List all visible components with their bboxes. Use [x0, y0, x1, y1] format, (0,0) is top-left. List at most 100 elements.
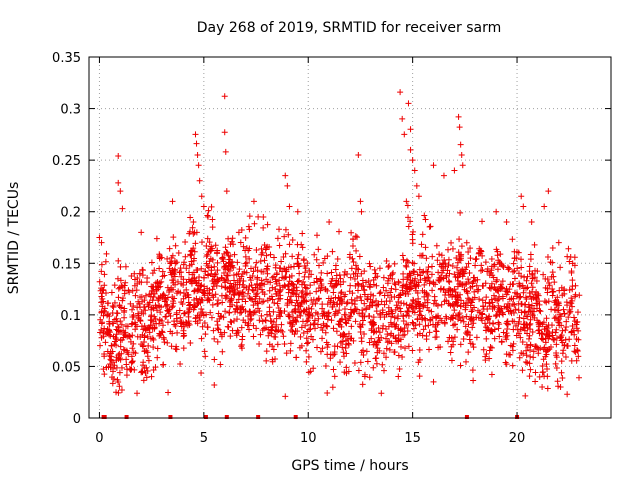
data-point [311, 317, 318, 324]
data-point [305, 339, 312, 346]
data-point [187, 339, 194, 346]
data-point [451, 271, 458, 278]
data-point [568, 329, 575, 336]
data-point [324, 310, 331, 317]
data-point [548, 306, 555, 313]
data-point [334, 255, 341, 262]
data-point [537, 345, 544, 352]
data-point [405, 343, 412, 350]
data-point [225, 323, 232, 330]
data-point [143, 279, 150, 286]
data-point [257, 258, 264, 265]
data-point [542, 284, 549, 291]
data-point [239, 333, 246, 340]
data-point [566, 336, 573, 343]
data-point [164, 255, 171, 262]
data-point [475, 286, 482, 293]
data-point [499, 295, 506, 302]
data-point [149, 335, 156, 342]
data-point [294, 255, 301, 262]
data-point [98, 326, 105, 333]
data-point [358, 297, 365, 304]
data-point [185, 299, 192, 306]
data-point [169, 198, 176, 205]
data-point [379, 307, 386, 314]
data-point [206, 239, 213, 246]
data-point [486, 300, 493, 307]
data-point [457, 362, 464, 369]
data-point [223, 293, 230, 300]
data-point [426, 329, 433, 336]
data-point [221, 250, 228, 257]
data-point [388, 294, 395, 301]
data-point [488, 256, 495, 263]
data-point [362, 279, 369, 286]
data-point [210, 294, 217, 301]
data-point [236, 291, 243, 298]
data-point [229, 301, 236, 308]
data-point [519, 367, 526, 374]
data-point [189, 271, 196, 278]
data-point [467, 255, 474, 262]
data-point [180, 345, 187, 352]
data-point [281, 275, 288, 282]
data-point [97, 342, 104, 349]
data-point [409, 157, 416, 164]
data-point [305, 273, 312, 280]
data-point [532, 378, 539, 385]
data-point [245, 247, 252, 254]
data-point [208, 314, 215, 321]
data-point [470, 377, 477, 384]
data-point [186, 269, 193, 276]
data-point [264, 270, 271, 277]
data-point [453, 299, 460, 306]
data-point [402, 262, 409, 269]
data-point [239, 296, 246, 303]
data-point [403, 312, 410, 319]
data-point [412, 287, 419, 294]
data-point [328, 269, 335, 276]
data-point [139, 267, 146, 274]
data-point [111, 282, 118, 289]
data-point [247, 277, 254, 284]
data-point [368, 325, 375, 332]
data-point [403, 263, 410, 270]
data-point [324, 323, 331, 330]
data-point [98, 299, 105, 306]
data-point [480, 306, 487, 313]
data-point [156, 330, 163, 337]
data-point [509, 347, 516, 354]
data-point [442, 291, 449, 298]
data-point [170, 298, 177, 305]
data-point [121, 314, 128, 321]
data-point [222, 148, 229, 155]
data-point [351, 308, 358, 315]
data-point [529, 271, 536, 278]
data-point [261, 257, 268, 264]
data-point [315, 315, 322, 322]
data-point [484, 265, 491, 272]
data-point [574, 309, 581, 316]
data-point [277, 327, 284, 334]
data-point [282, 393, 289, 400]
data-point [264, 263, 271, 270]
data-point [569, 303, 576, 310]
data-point [233, 271, 240, 278]
data-point [509, 362, 516, 369]
data-point [543, 315, 550, 322]
data-point [555, 239, 562, 246]
data-point [366, 304, 373, 311]
data-point [503, 361, 510, 368]
data-point [414, 332, 421, 339]
data-point [120, 346, 127, 353]
data-point [200, 274, 207, 281]
data-point [424, 304, 431, 311]
data-point [221, 277, 228, 284]
data-point [330, 289, 337, 296]
data-point [553, 364, 560, 371]
data-point [553, 326, 560, 333]
data-point [152, 364, 159, 371]
data-point [348, 265, 355, 272]
data-point [190, 219, 197, 226]
data-point [326, 219, 333, 226]
